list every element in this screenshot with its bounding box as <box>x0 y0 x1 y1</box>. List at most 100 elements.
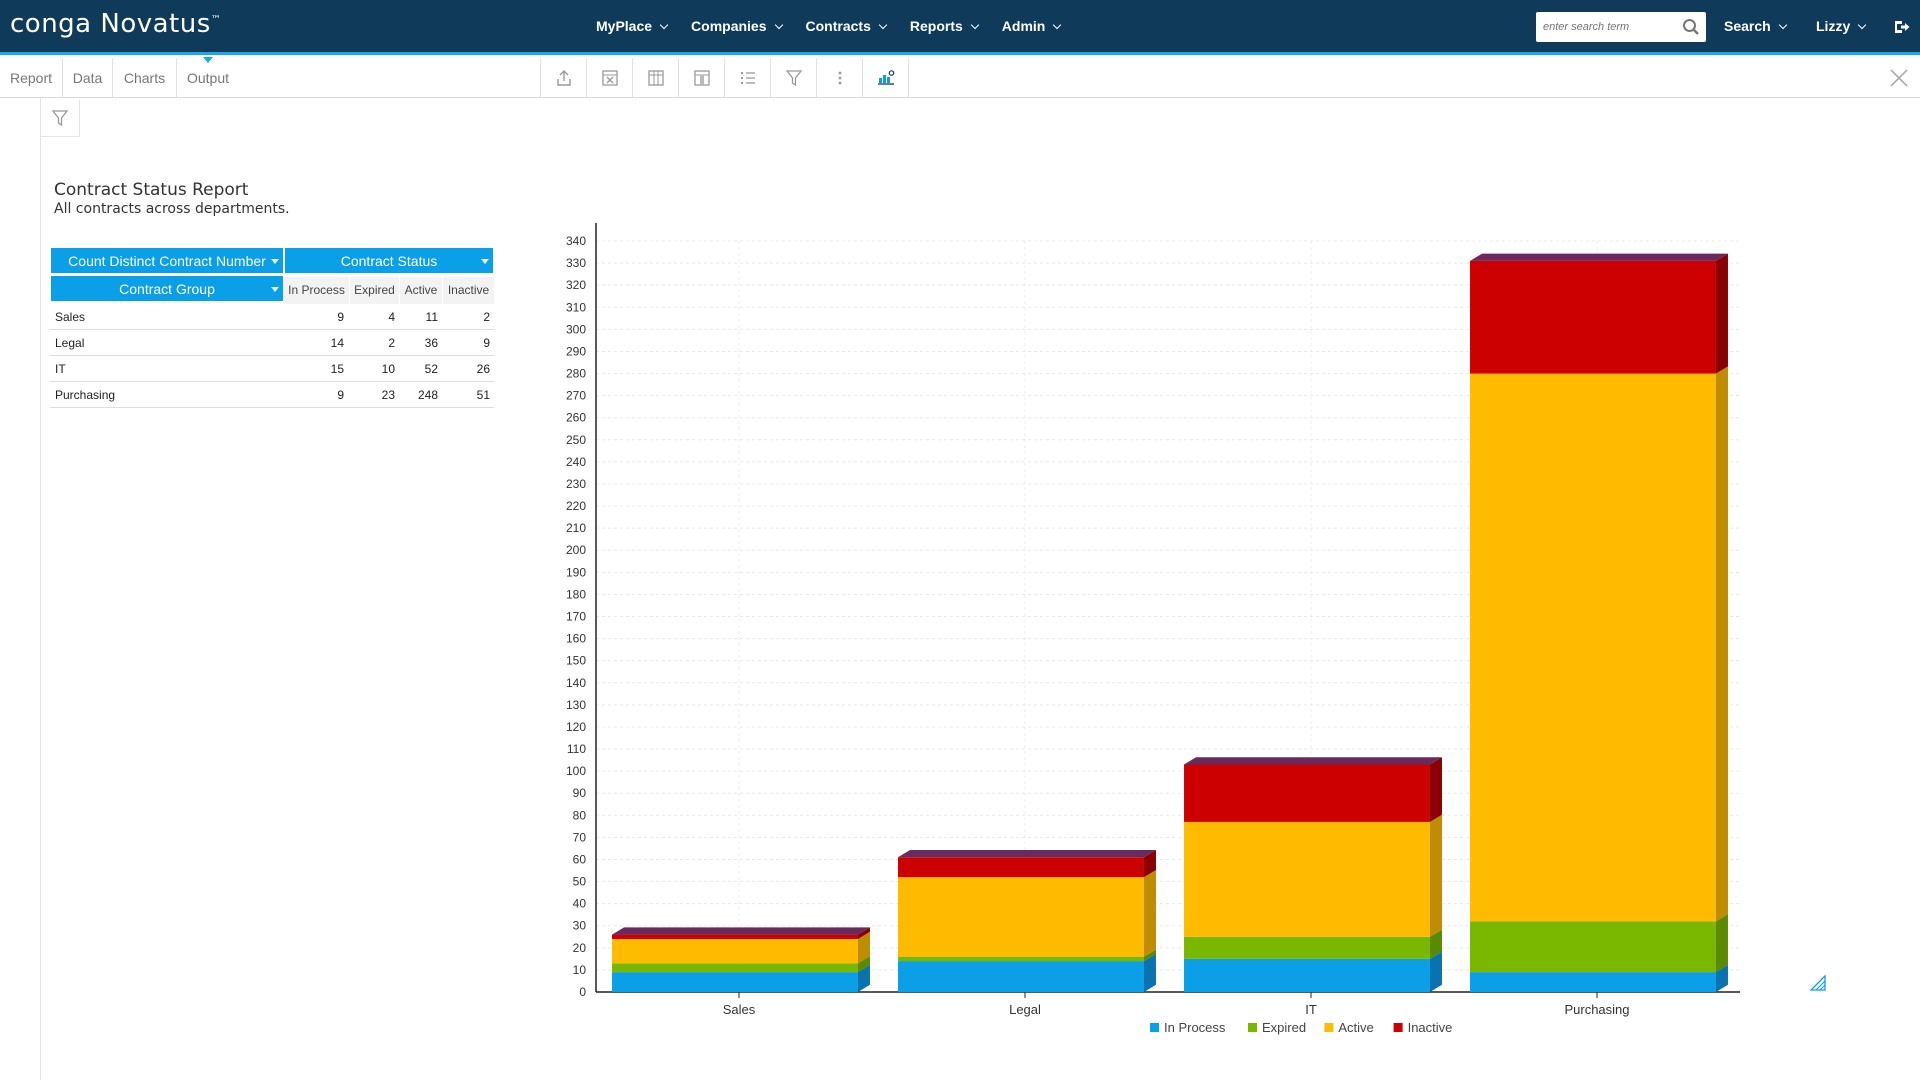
y-tick-label: 110 <box>567 742 586 756</box>
search-icon[interactable] <box>1682 18 1700 36</box>
y-tick-label: 50 <box>573 875 587 889</box>
cell-value: 14 <box>330 336 344 350</box>
nav-contracts-label: Contracts <box>805 18 871 34</box>
bar-segment <box>612 972 858 992</box>
bar-segment <box>898 956 1144 962</box>
bar-top <box>1184 757 1442 765</box>
nav-admin[interactable]: Admin <box>1002 18 1062 34</box>
dropdown-arrow-icon[interactable] <box>271 287 279 292</box>
bar-segment <box>612 963 858 973</box>
dropdown-arrow-icon[interactable] <box>271 259 279 264</box>
y-tick-label: 20 <box>573 941 587 955</box>
row-field-header[interactable]: Contract Group <box>50 275 284 302</box>
cell-value: 248 <box>417 388 438 402</box>
y-tick-label: 0 <box>579 985 586 999</box>
column-field-header[interactable]: Contract Status <box>284 247 494 274</box>
table-row: Sales 9 4 11 2 <box>50 304 494 330</box>
cell-value: 11 <box>425 310 438 324</box>
nav-myplace[interactable]: MyPlace <box>596 18 669 34</box>
excel-button[interactable] <box>586 58 632 98</box>
resize-handle-icon[interactable] <box>1810 975 1826 991</box>
user-menu[interactable]: Lizzy <box>1816 18 1867 34</box>
y-tick-label: 130 <box>566 698 586 712</box>
conga-novatus-logo[interactable]: conga Novatus™ <box>10 9 222 39</box>
legend-label: Inactive <box>1408 1020 1453 1035</box>
filter-button[interactable] <box>770 58 816 98</box>
y-tick-label: 260 <box>566 411 586 425</box>
bar-segment <box>1470 260 1716 374</box>
search-menu[interactable]: Search <box>1724 18 1787 34</box>
cell-value: 23 <box>381 388 395 402</box>
y-tick-label: 160 <box>566 632 586 646</box>
y-tick-label: 190 <box>566 565 586 579</box>
close-icon[interactable] <box>1888 67 1910 89</box>
tab-report[interactable]: Report <box>0 58 63 98</box>
report-filter-button[interactable] <box>41 100 80 137</box>
y-tick-label: 340 <box>566 234 586 248</box>
export-button[interactable] <box>540 58 586 98</box>
column-header-inactive[interactable]: Inactive <box>443 277 494 304</box>
column-header-in-process[interactable]: In Process <box>284 277 350 304</box>
y-tick-label: 170 <box>566 610 586 624</box>
measure-header[interactable]: Count Distinct Contract Number <box>50 247 284 274</box>
table-row: Purchasing 9 23 248 51 <box>50 382 494 408</box>
column-field-label: Contract Status <box>340 253 438 269</box>
bar-segment-side <box>1715 914 1728 973</box>
logout-icon[interactable] <box>1893 18 1911 36</box>
bar-segment-side <box>857 956 870 973</box>
global-search <box>1536 12 1706 42</box>
list-icon <box>740 72 755 84</box>
column-header-expired[interactable]: Expired <box>350 277 400 304</box>
pivot-button[interactable] <box>678 58 724 98</box>
y-tick-label: 30 <box>573 919 587 933</box>
dropdown-arrow-icon[interactable] <box>481 259 489 264</box>
nav-myplace-label: MyPlace <box>596 18 653 34</box>
nav-contracts[interactable]: Contracts <box>805 18 888 34</box>
list-button[interactable] <box>724 58 770 98</box>
y-tick-label: 320 <box>566 278 586 292</box>
tab-charts[interactable]: Charts <box>113 58 177 98</box>
y-tick-label: 330 <box>566 256 586 270</box>
cell-value: 10 <box>381 362 395 376</box>
legend-swatch <box>1248 1023 1257 1032</box>
column-header-active[interactable]: Active <box>400 277 443 304</box>
cell-value: 2 <box>483 310 490 324</box>
report-title: Contract Status Report <box>54 180 249 200</box>
bar-segment <box>1470 373 1716 922</box>
y-tick-label: 200 <box>566 543 586 557</box>
tab-data[interactable]: Data <box>63 58 113 98</box>
row-group-label: Purchasing <box>55 388 116 402</box>
row-group-label: Legal <box>55 336 85 350</box>
bar-segment-side <box>1715 366 1728 922</box>
filter-icon <box>785 70 802 87</box>
y-tick-label: 40 <box>573 897 587 911</box>
y-tick-label: 220 <box>566 499 586 513</box>
chevron-down-icon <box>1778 20 1787 29</box>
more-button[interactable] <box>816 58 862 98</box>
bar-segment <box>898 961 1144 992</box>
bar-segment <box>1184 958 1430 992</box>
nav-reports[interactable]: Reports <box>910 18 980 34</box>
columns-button[interactable] <box>632 58 678 98</box>
legend-swatch <box>1393 1023 1403 1032</box>
bar-segment <box>612 934 858 939</box>
bar-segment-side <box>857 931 870 964</box>
x-tick-label: Sales <box>723 1002 756 1017</box>
nav-companies[interactable]: Companies <box>691 18 783 34</box>
cell-value: 15 <box>330 362 344 376</box>
chevron-down-icon <box>1857 20 1867 29</box>
bar-segment-side <box>1429 814 1442 937</box>
search-input[interactable] <box>1536 12 1676 42</box>
y-tick-label: 240 <box>566 455 586 469</box>
chart-settings-button[interactable] <box>862 58 909 98</box>
cell-value: 9 <box>337 388 344 402</box>
table-row: IT 15 10 52 26 <box>50 356 494 382</box>
search-menu-label: Search <box>1724 18 1771 34</box>
tab-output[interactable]: Output <box>177 57 239 98</box>
bar-segment-side <box>1429 951 1442 992</box>
export-icon <box>556 70 571 86</box>
row-field-label: Contract Group <box>119 281 215 297</box>
y-tick-label: 60 <box>573 852 587 866</box>
bar-segment <box>898 877 1144 957</box>
bar-segment <box>1184 936 1430 959</box>
